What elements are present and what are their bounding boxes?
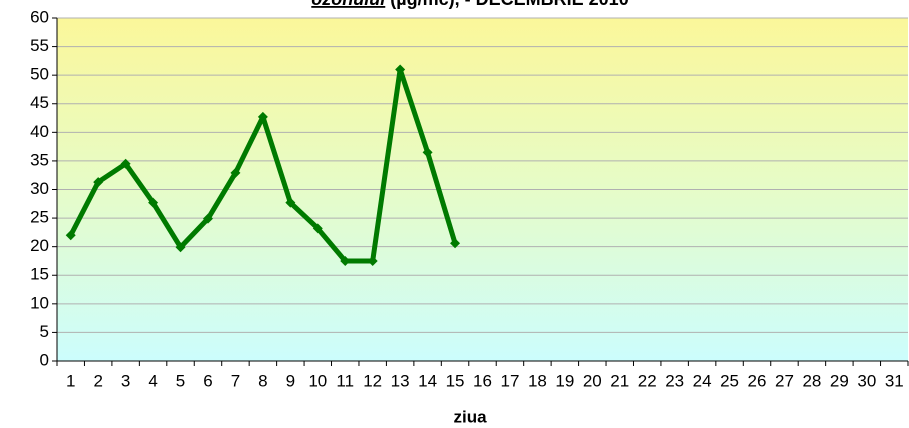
x-tick-label: 24 — [693, 371, 712, 390]
x-tick-label: 27 — [775, 371, 794, 390]
x-tick-label: 8 — [258, 371, 267, 390]
x-tick-label: 20 — [583, 371, 602, 390]
x-tick-label: 25 — [720, 371, 739, 390]
data-point — [450, 238, 461, 249]
data-point — [120, 158, 131, 169]
title-rest: (µg/mc), - DECEMBRIE 2010 — [390, 0, 628, 9]
x-tick-label: 26 — [748, 371, 767, 390]
x-tick-label: 23 — [665, 371, 684, 390]
x-tick-label: 9 — [286, 371, 295, 390]
data-point — [257, 111, 268, 122]
y-tick-label: 40 — [30, 122, 49, 141]
data-point — [65, 230, 76, 241]
x-tick-label: 22 — [638, 371, 657, 390]
data-point — [175, 242, 186, 253]
x-tick-label: 10 — [308, 371, 327, 390]
x-tick-label: 6 — [203, 371, 212, 390]
y-tick-label: 45 — [30, 93, 49, 112]
x-tick-label: 13 — [391, 371, 410, 390]
x-tick-label: 2 — [93, 371, 102, 390]
x-tick-label: 7 — [231, 371, 240, 390]
chart-title: ozonului (µg/mc), - DECEMBRIE 2010 — [311, 0, 628, 9]
x-tick-label: 5 — [176, 371, 185, 390]
data-point — [395, 64, 406, 75]
x-tick-label: 16 — [473, 371, 492, 390]
data-point — [202, 213, 213, 224]
x-tick-label: 30 — [857, 371, 876, 390]
data-point — [230, 167, 241, 178]
x-tick-label: 1 — [66, 371, 75, 390]
y-tick-label: 55 — [30, 36, 49, 55]
data-point — [422, 147, 433, 158]
y-tick-label: 35 — [30, 150, 49, 169]
data-point — [340, 255, 351, 266]
x-tick-label: 4 — [148, 371, 157, 390]
y-tick-label: 25 — [30, 208, 49, 227]
data-point — [148, 197, 159, 208]
data-point — [367, 255, 378, 266]
x-tick-label: 14 — [418, 371, 437, 390]
x-axis-label: ziua — [453, 407, 487, 426]
x-tick-label: 18 — [528, 371, 547, 390]
data-point — [93, 177, 104, 188]
y-tick-label: 60 — [30, 7, 49, 26]
x-tick-label: 31 — [885, 371, 904, 390]
x-tick-label: 15 — [446, 371, 465, 390]
x-tick-label: 12 — [363, 371, 382, 390]
x-tick-label: 28 — [802, 371, 821, 390]
x-tick-label: 17 — [500, 371, 519, 390]
y-tick-label: 10 — [30, 293, 49, 312]
x-tick-label: 29 — [830, 371, 849, 390]
data-point — [312, 223, 323, 234]
y-tick-label: 5 — [40, 322, 49, 341]
x-tick-label: 19 — [555, 371, 574, 390]
y-tick-label: 50 — [30, 65, 49, 84]
y-tick-label: 30 — [30, 179, 49, 198]
x-tick-label: 3 — [121, 371, 130, 390]
x-tick-label: 11 — [336, 371, 354, 390]
data-point — [285, 197, 296, 208]
y-tick-label: 15 — [30, 265, 49, 284]
y-tick-label: 0 — [40, 350, 49, 369]
title-emphasis: ozonului — [311, 0, 386, 9]
y-tick-label: 20 — [30, 236, 49, 255]
x-tick-label: 21 — [610, 371, 629, 390]
